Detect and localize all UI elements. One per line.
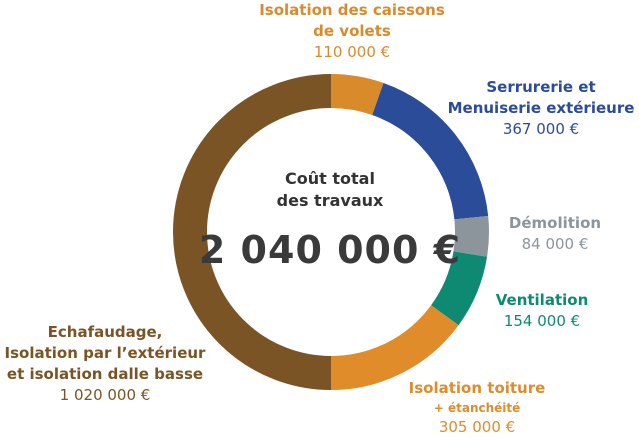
label-ventilation-value: 154 000 € bbox=[503, 312, 581, 330]
label-echafaudage-line2: Isolation par l’extérieur bbox=[4, 344, 206, 362]
label-serrurerie-value: 367 000 € bbox=[502, 120, 580, 138]
donut-segment-4 bbox=[330, 304, 459, 390]
label-toiture-sub: + étanchéité bbox=[433, 401, 521, 415]
donut-segment-2 bbox=[453, 215, 489, 257]
label-toiture: Isolation toiture + étanchéité 305 000 € bbox=[392, 378, 562, 438]
label-volets-line2: de volets bbox=[313, 22, 391, 40]
label-volets-value: 110 000 € bbox=[313, 43, 391, 61]
label-volets-line1: Isolation des caissons bbox=[259, 1, 445, 19]
label-volets: Isolation des caissons de volets 110 000… bbox=[252, 0, 452, 63]
label-serrurerie-line2: Menuiserie extérieure bbox=[447, 99, 635, 117]
center-title-line2: des travaux bbox=[276, 191, 384, 210]
donut-segment-0 bbox=[330, 74, 384, 116]
label-ventilation: Ventilation 154 000 € bbox=[487, 290, 597, 332]
center-title: Coût total des travaux bbox=[230, 168, 430, 212]
label-echafaudage-value: 1 020 000 € bbox=[59, 386, 151, 404]
label-demolition: Démolition 84 000 € bbox=[500, 213, 610, 255]
label-serrurerie: Serrurerie et Menuiserie extérieure 367 … bbox=[441, 77, 639, 140]
label-toiture-value: 305 000 € bbox=[438, 418, 516, 436]
label-echafaudage-line3: et isolation dalle basse bbox=[6, 365, 204, 383]
label-echafaudage: Echafaudage, Isolation par l’extérieur e… bbox=[0, 322, 210, 406]
donut-segment-1 bbox=[371, 82, 489, 220]
label-serrurerie-line1: Serrurerie et bbox=[486, 78, 596, 96]
donut-segment-5 bbox=[173, 74, 332, 390]
label-demolition-line1: Démolition bbox=[508, 214, 602, 232]
center-title-line1: Coût total bbox=[285, 169, 375, 188]
donut-segment-3 bbox=[430, 250, 488, 326]
label-toiture-line1: Isolation toiture bbox=[408, 379, 546, 397]
label-ventilation-line1: Ventilation bbox=[495, 291, 589, 309]
total-cost-value: 2 040 000 € bbox=[198, 228, 462, 272]
label-echafaudage-line1: Echafaudage, bbox=[47, 323, 163, 341]
label-demolition-value: 84 000 € bbox=[521, 235, 589, 253]
